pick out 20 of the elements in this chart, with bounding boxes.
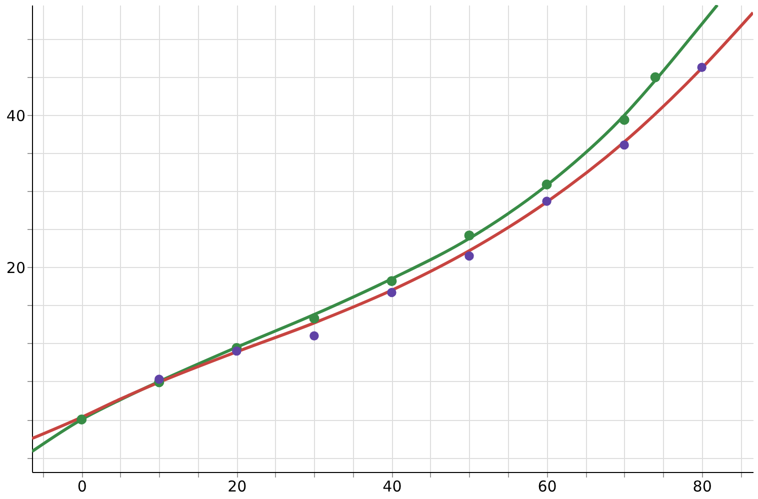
point [697, 62, 706, 72]
x-tick-label: 20 [228, 478, 247, 496]
point [542, 196, 552, 206]
point [386, 276, 397, 286]
point [387, 288, 396, 298]
point [619, 114, 630, 125]
point [650, 72, 660, 82]
point [76, 414, 87, 425]
point [464, 251, 474, 261]
point [464, 230, 474, 240]
x-tick-label: 40 [382, 478, 402, 496]
point [232, 346, 242, 356]
x-tick-label: 60 [538, 478, 557, 496]
point [310, 331, 319, 340]
x-tick-label: 0 [77, 478, 87, 496]
point [542, 180, 552, 190]
point [154, 374, 164, 384]
x-tick-label: 80 [692, 478, 712, 496]
point [620, 140, 629, 150]
point [309, 313, 320, 324]
